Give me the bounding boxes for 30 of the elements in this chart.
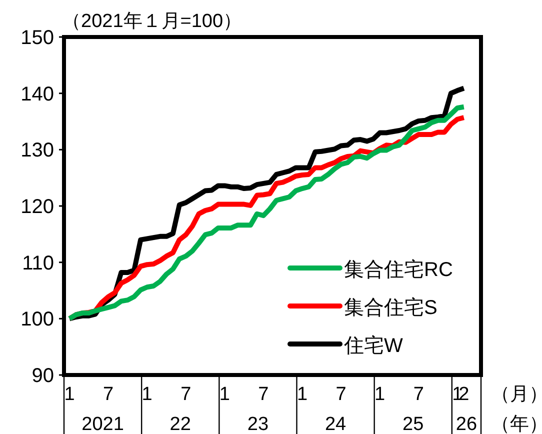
y-tick-label: 150 bbox=[20, 27, 54, 49]
x-tick-label: 7 bbox=[336, 384, 346, 405]
x-tick-label: 1 bbox=[64, 384, 75, 405]
y-axis-title: （2021年１月=100） bbox=[62, 11, 242, 32]
text: 2021 bbox=[82, 414, 124, 434]
x-tick-label: 1 bbox=[296, 384, 308, 405]
y-tick-label: 110 bbox=[22, 252, 54, 274]
x-tick-label: 1 bbox=[142, 384, 152, 405]
y-tick-label: 140 bbox=[20, 83, 54, 106]
y-tick-label: 130 bbox=[20, 140, 54, 162]
x-tick-label: 1 bbox=[219, 384, 230, 405]
legend-label: 住宅W bbox=[343, 334, 403, 357]
legend-label: 集合住宅S bbox=[344, 296, 438, 319]
text: 26 bbox=[456, 414, 478, 434]
text: 23 bbox=[247, 414, 269, 434]
y-tick-label: 100 bbox=[20, 308, 54, 331]
text: 25 bbox=[402, 414, 424, 434]
x-axis-title: （月） bbox=[491, 384, 542, 405]
y-tick-label: 90 bbox=[32, 365, 54, 387]
text: 22 bbox=[170, 414, 191, 434]
x-tick-label: 2 bbox=[458, 384, 470, 405]
x-tick-label: 7 bbox=[102, 384, 114, 405]
y-tick-label: 120 bbox=[20, 196, 54, 218]
x-tick-label: 7 bbox=[413, 384, 424, 405]
legend-label: 集合住宅RC bbox=[344, 258, 453, 281]
x-tick-label: 1 bbox=[374, 384, 386, 405]
x-tick-label: 7 bbox=[180, 384, 192, 405]
x-tick-label: 7 bbox=[258, 384, 269, 405]
text: 24 bbox=[324, 414, 347, 434]
text: （年） bbox=[491, 414, 542, 434]
